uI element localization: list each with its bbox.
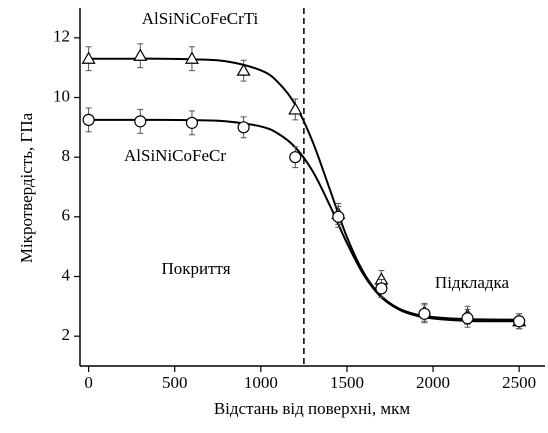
marker-circle <box>185 116 199 129</box>
annotation: Підкладка <box>435 273 510 292</box>
marker-circle <box>513 315 526 328</box>
series-label: AlSiNiCoFeCrTi <box>142 9 259 28</box>
marker-triangle <box>81 51 96 64</box>
marker-triangle <box>133 48 148 61</box>
y-tick-label: 4 <box>62 265 71 284</box>
y-axis-label: Мікротвердість, ГПа <box>17 112 36 263</box>
x-tick-label: 0 <box>84 373 93 392</box>
marker-circle <box>418 307 431 320</box>
x-tick-label: 1500 <box>330 373 364 392</box>
x-tick-label: 2500 <box>502 373 536 392</box>
marker-circle <box>237 121 250 134</box>
series-label: AlSiNiCoFeCr <box>124 146 226 165</box>
marker-triangle <box>288 102 303 115</box>
x-tick-label: 2000 <box>416 373 450 392</box>
y-tick-label: 2 <box>62 325 71 344</box>
marker-circle <box>461 312 474 325</box>
x-tick-label: 1000 <box>244 373 278 392</box>
annotation: Покриття <box>161 259 230 278</box>
marker-triangle <box>184 51 199 64</box>
y-tick-label: 8 <box>62 146 71 165</box>
x-tick-label: 500 <box>162 373 188 392</box>
y-tick-label: 10 <box>53 86 70 105</box>
marker-circle <box>82 113 95 126</box>
marker-triangle <box>236 63 251 76</box>
marker-circle <box>332 210 345 223</box>
y-tick-label: 6 <box>62 206 71 225</box>
marker-circle <box>375 282 388 295</box>
marker-circle <box>289 151 302 164</box>
marker-circle <box>134 115 147 128</box>
x-axis-label: Відстань від поверхні, мкм <box>214 399 411 418</box>
y-tick-label: 12 <box>53 27 70 46</box>
